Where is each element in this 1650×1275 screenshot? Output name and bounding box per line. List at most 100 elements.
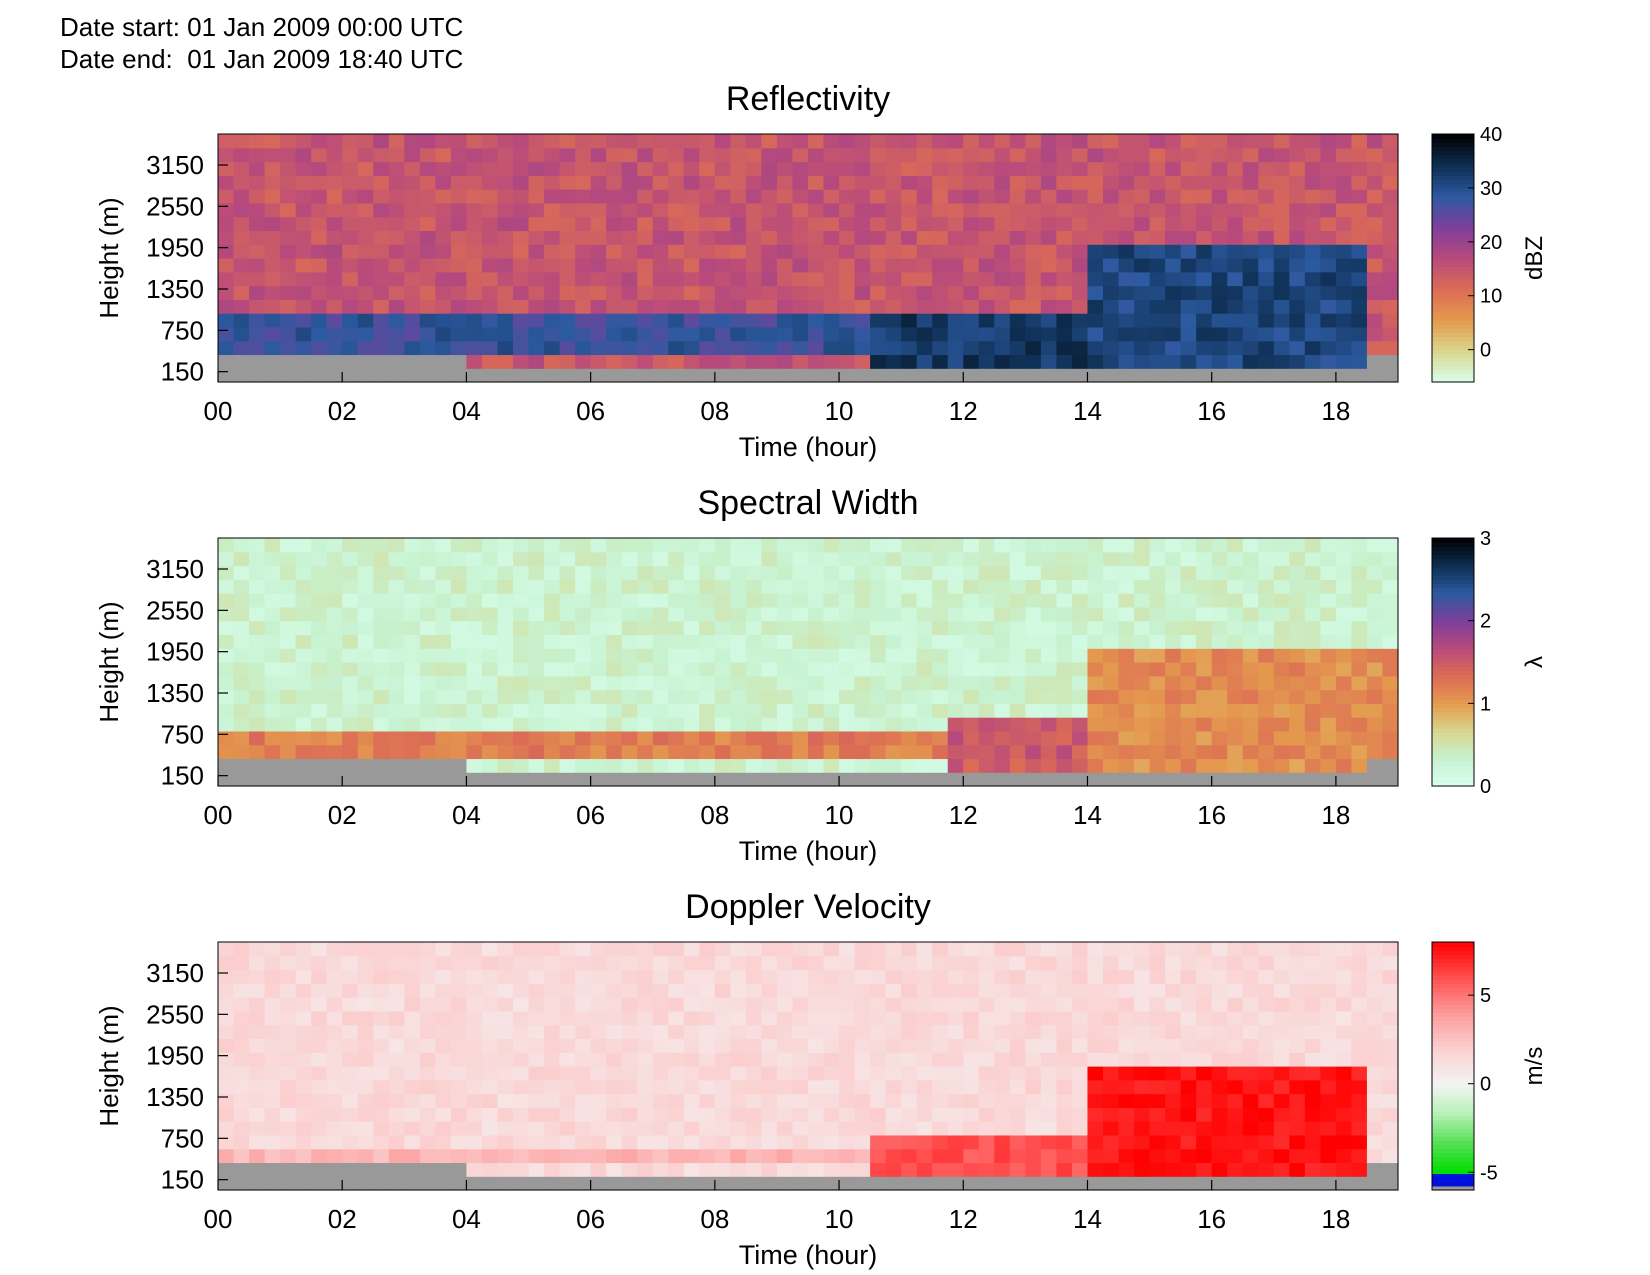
- heatmap-cell: [1211, 758, 1228, 773]
- heatmap-cell: [854, 1066, 871, 1081]
- heatmap-cell: [1351, 606, 1368, 622]
- heatmap-cell: [1211, 662, 1228, 677]
- heatmap-cell: [963, 1052, 980, 1067]
- heatmap-cell: [1009, 1066, 1026, 1081]
- heatmap-cell: [870, 620, 887, 636]
- heatmap-cell: [916, 730, 933, 746]
- heatmap-cell: [1056, 326, 1073, 342]
- heatmap-cell: [994, 202, 1011, 218]
- heatmap-cell: [249, 147, 266, 163]
- heatmap-cell: [699, 1079, 716, 1095]
- heatmap-cell: [1149, 1162, 1166, 1177]
- heatmap-cell: [497, 1052, 514, 1067]
- colorbar-segment: [1432, 229, 1474, 234]
- heatmap-cell: [357, 134, 374, 149]
- heatmap-cell: [963, 1162, 980, 1177]
- heatmap-cell: [326, 175, 343, 190]
- heatmap-cell: [1134, 593, 1151, 608]
- heatmap-cell: [792, 744, 809, 760]
- heatmap-cell: [714, 326, 731, 342]
- heatmap-cell: [513, 689, 530, 704]
- heatmap-cell: [761, 147, 778, 163]
- heatmap-cell: [901, 340, 918, 356]
- heatmap-cell: [466, 189, 483, 204]
- colorbar-segment: [1432, 554, 1474, 560]
- heatmap-cell: [606, 271, 623, 287]
- colorbar-segment: [1432, 1066, 1474, 1071]
- heatmap-cell: [947, 997, 964, 1012]
- heatmap-cell: [947, 1010, 964, 1026]
- colorbar-tick-label: 1: [1480, 693, 1491, 715]
- colorbar-segment: [1432, 657, 1474, 663]
- heatmap-cell: [978, 1079, 995, 1095]
- heatmap-cell: [792, 230, 809, 245]
- heatmap-cell: [1382, 1010, 1399, 1026]
- heatmap-cell: [978, 579, 995, 594]
- colorbar-segment: [1432, 1078, 1474, 1084]
- colorbar-segment: [1432, 142, 1474, 147]
- heatmap-cell: [839, 1093, 856, 1108]
- heatmap-cell: [590, 1010, 607, 1026]
- heatmap-cell: [714, 271, 731, 287]
- heatmap-cell: [357, 689, 374, 704]
- heatmap-cell: [792, 1121, 809, 1136]
- heatmap-cell: [1134, 717, 1151, 732]
- colorbar-tick-label: -5: [1480, 1162, 1498, 1184]
- heatmap-cell: [357, 1162, 374, 1177]
- heatmap-cell: [1087, 593, 1104, 608]
- heatmap-cell: [450, 1162, 468, 1177]
- heatmap-cell: [963, 230, 980, 245]
- heatmap-cell: [404, 1107, 421, 1122]
- heatmap-cell: [745, 593, 763, 608]
- heatmap-cell: [419, 744, 436, 760]
- heatmap-cell: [1366, 730, 1384, 746]
- heatmap-cell: [730, 997, 747, 1012]
- heatmap-cell: [1382, 216, 1399, 232]
- heatmap-cell: [218, 969, 235, 984]
- heatmap-cell: [249, 1162, 266, 1177]
- x-tick-label: 16: [1197, 396, 1226, 426]
- x-axis-label: Time (hour): [739, 836, 878, 866]
- heatmap-cell: [1227, 1148, 1244, 1164]
- heatmap-cell: [1056, 551, 1073, 567]
- heatmap-cell: [311, 634, 328, 649]
- heatmap-cell: [1134, 230, 1151, 245]
- heatmap-cell: [264, 955, 281, 971]
- heatmap-cell: [1227, 1024, 1244, 1040]
- heatmap-cell: [870, 1107, 887, 1122]
- heatmap-cell: [1289, 579, 1306, 594]
- heatmap-cell: [994, 634, 1011, 649]
- x-axis-label: Time (hour): [739, 432, 878, 462]
- heatmap-cell: [295, 299, 312, 314]
- heatmap-cell: [373, 340, 390, 356]
- heatmap-cell: [466, 648, 483, 663]
- heatmap-cell: [808, 340, 825, 356]
- heatmap-cell: [839, 1148, 856, 1164]
- heatmap-cell: [218, 634, 235, 649]
- heatmap-cell: [683, 593, 700, 608]
- heatmap-cell: [621, 1134, 638, 1150]
- heatmap-cell: [1211, 997, 1228, 1012]
- heatmap-cell: [932, 368, 949, 383]
- heatmap-cell: [1118, 689, 1135, 704]
- heatmap-cell: [249, 551, 266, 567]
- heatmap-cell: [885, 551, 902, 567]
- heatmap-cell: [808, 675, 825, 691]
- heatmap-cell: [1118, 354, 1135, 369]
- heatmap-cell: [326, 161, 343, 176]
- heatmap-cell: [932, 730, 949, 746]
- heatmap-cell: [714, 538, 731, 553]
- heatmap-cell: [1382, 1121, 1399, 1136]
- heatmap-cell: [761, 1024, 778, 1040]
- heatmap-cell: [668, 258, 685, 273]
- heatmap-cell: [963, 983, 980, 998]
- heatmap-cell: [1056, 299, 1073, 314]
- y-tick-label: 2550: [146, 595, 204, 625]
- heatmap-cell: [1056, 942, 1073, 957]
- heatmap-cell: [1366, 1024, 1384, 1040]
- heatmap-cell: [652, 648, 669, 663]
- heatmap-cell: [528, 969, 545, 984]
- heatmap-cell: [575, 161, 592, 176]
- heatmap-cell: [1103, 744, 1120, 760]
- heatmap-cell: [745, 1121, 763, 1136]
